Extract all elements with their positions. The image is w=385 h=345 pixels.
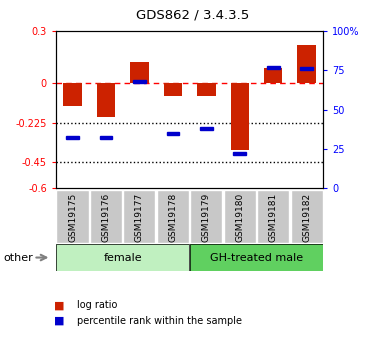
Bar [90, 190, 122, 243]
Text: GH-treated male: GH-treated male [210, 253, 303, 263]
Text: GSM19179: GSM19179 [202, 193, 211, 242]
Bar [190, 190, 223, 243]
Text: log ratio: log ratio [77, 300, 117, 310]
Text: GSM19177: GSM19177 [135, 193, 144, 242]
Bar [200, 127, 213, 130]
Bar [130, 62, 149, 83]
Bar [97, 83, 115, 117]
Bar [190, 244, 323, 271]
Bar [190, 244, 323, 271]
Bar [157, 190, 189, 243]
Bar [291, 190, 323, 243]
Bar [231, 83, 249, 150]
Text: GSM19176: GSM19176 [102, 193, 110, 242]
Bar [57, 244, 189, 271]
Bar [164, 83, 182, 96]
Bar [100, 136, 112, 139]
Bar [298, 45, 316, 83]
Bar [66, 136, 79, 139]
Text: percentile rank within the sample: percentile rank within the sample [77, 316, 242, 326]
Bar [57, 244, 189, 271]
Bar [300, 67, 313, 70]
Text: GSM19181: GSM19181 [269, 193, 278, 242]
Text: other: other [4, 253, 33, 263]
Bar [64, 83, 82, 106]
Text: GDS862 / 3.4.3.5: GDS862 / 3.4.3.5 [136, 9, 249, 22]
Bar [264, 68, 283, 83]
Text: GSM19182: GSM19182 [302, 193, 311, 242]
Bar [167, 131, 179, 135]
Text: ■: ■ [54, 300, 64, 310]
Text: GSM19180: GSM19180 [235, 193, 244, 242]
Bar [133, 80, 146, 83]
Text: ■: ■ [54, 316, 64, 326]
Text: GSM19175: GSM19175 [68, 193, 77, 242]
Bar [224, 190, 256, 243]
Bar [257, 190, 289, 243]
Text: female: female [104, 253, 142, 263]
Bar [197, 83, 216, 96]
Bar [123, 190, 156, 243]
Bar [57, 190, 89, 243]
Bar [267, 66, 280, 69]
Bar [233, 152, 246, 155]
Text: GSM19178: GSM19178 [168, 193, 177, 242]
